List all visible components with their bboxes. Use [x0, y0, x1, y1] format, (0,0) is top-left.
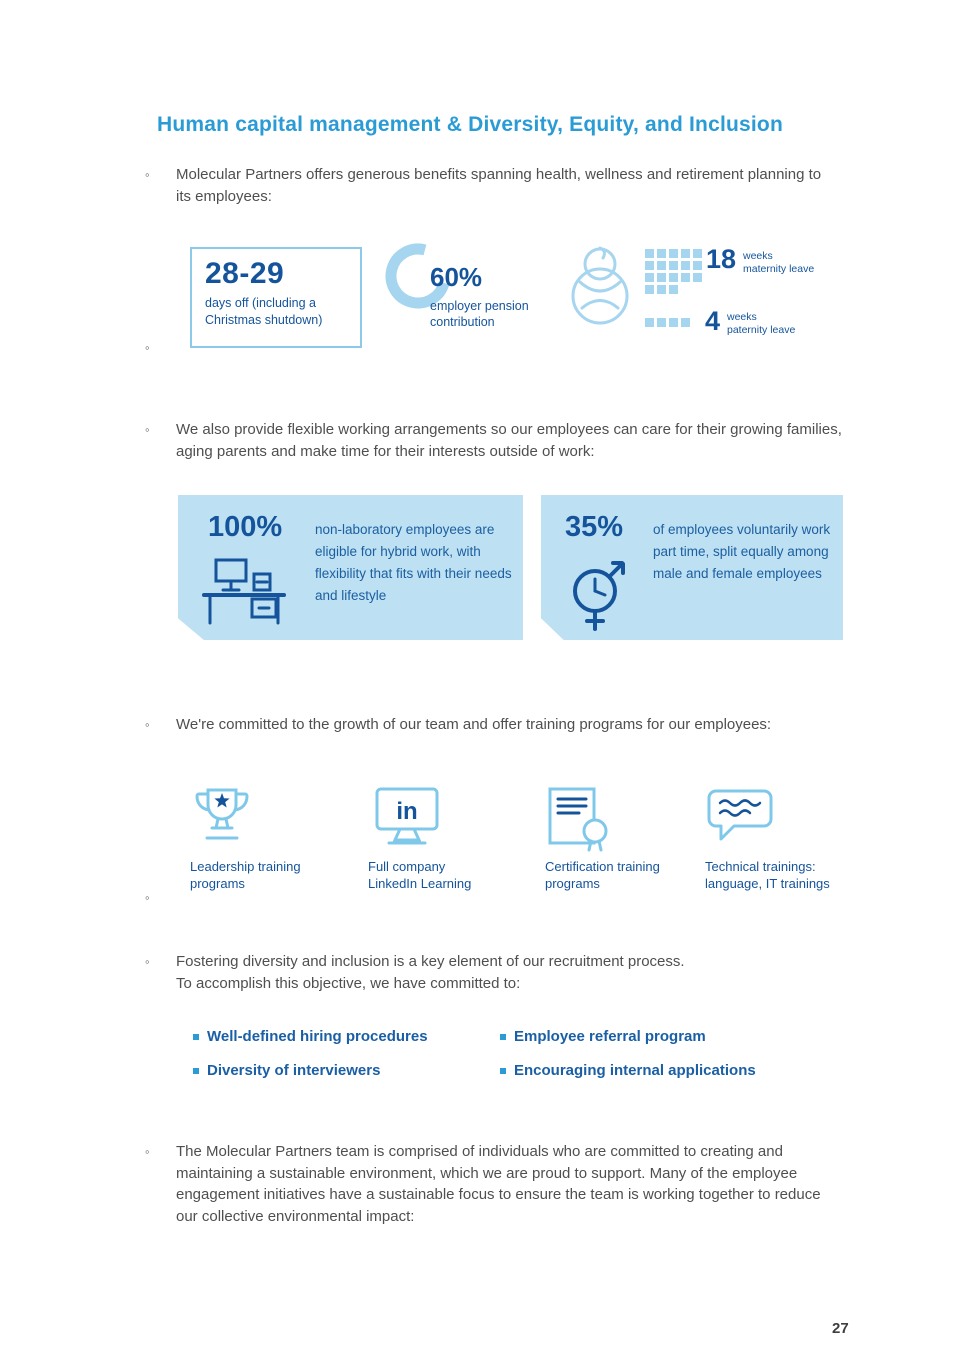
hybrid-work-card: 100% non-laboratory employees are eligib…: [178, 495, 523, 640]
bullet-marker: ◦: [145, 1144, 150, 1159]
commitment-text: Encouraging internal applications: [514, 1062, 756, 1079]
parttime-value: 35%: [565, 511, 624, 543]
commitment-internal-applications: Encouraging internal applications: [500, 1062, 756, 1079]
square-bullet-icon: [500, 1034, 506, 1040]
parttime-text: of employees voluntarily work part time,…: [653, 522, 831, 581]
desk-icon: [202, 558, 286, 625]
page-number: 27: [832, 1320, 849, 1337]
maternity-unit: weeks: [743, 250, 773, 262]
maternity-value: 18: [706, 244, 737, 274]
bullet-benefits-text: Molecular Partners offers generous benef…: [176, 166, 822, 205]
commitment-hiring-procedures: Well-defined hiring procedures: [193, 1028, 428, 1045]
certificate-icon: [548, 787, 608, 852]
bullet-sustainability-text: The Molecular Partners team is comprised…: [176, 1143, 821, 1225]
bullet-training: ◦ We're committed to the growth of our t…: [145, 714, 776, 736]
hybrid-value: 100%: [208, 511, 283, 543]
linkedin-monitor-icon: in: [375, 787, 439, 845]
bullet-marker: ◦: [145, 340, 150, 355]
days-off-card: 28-29 days off (including a Christmas sh…: [190, 247, 362, 348]
trophy-icon: [195, 788, 249, 840]
paternity-unit: weeks: [727, 311, 757, 323]
bullet-flexible: ◦ We also provide flexible working arran…: [145, 419, 854, 462]
bullet-flexible-text: We also provide flexible working arrange…: [176, 421, 842, 460]
training-label-linkedin: Full company LinkedIn Learning: [368, 859, 472, 891]
square-bullet-icon: [193, 1068, 199, 1074]
commitment-text: Well-defined hiring procedures: [207, 1028, 428, 1045]
maternity-weeks-grid-icon: [645, 249, 702, 294]
commitment-referral-program: Employee referral program: [500, 1028, 706, 1045]
bullet-marker: ◦: [145, 167, 150, 182]
maternity-label: maternity leave: [743, 263, 815, 275]
days-off-value: 28-29: [205, 257, 285, 290]
commitment-text: Diversity of interviewers: [207, 1062, 381, 1079]
parttime-card: 35% of employees voluntarily work part t…: [541, 495, 843, 640]
speech-bubble-icon: [707, 789, 773, 841]
square-bullet-icon: [500, 1068, 506, 1074]
page-title: Human capital management & Diversity, Eq…: [157, 113, 783, 136]
baby-icon: [571, 246, 629, 325]
training-label-certification: Certification training programs: [545, 859, 660, 891]
days-off-label: days off (including a Christmas shutdown…: [205, 296, 323, 327]
training-label-leadership: Leadership training programs: [190, 859, 301, 891]
paternity-value: 4: [705, 306, 721, 336]
commitment-diverse-interviewers: Diversity of interviewers: [193, 1062, 380, 1079]
pension-label: employer pension contribution: [430, 299, 529, 329]
bullet-marker: ◦: [145, 717, 150, 732]
bullet-diversity-line1: Fostering diversity and inclusion is a k…: [176, 953, 685, 970]
bullet-marker: ◦: [145, 954, 150, 969]
hybrid-text: non-laboratory employees are eligible fo…: [315, 522, 512, 603]
bullet-marker: ◦: [145, 890, 150, 905]
bullet-training-text: We're committed to the growth of our tea…: [176, 716, 772, 733]
commitment-text: Employee referral program: [514, 1028, 706, 1045]
clock-gender-icon: [573, 561, 625, 631]
square-bullet-icon: [193, 1034, 199, 1040]
bullet-sustainability: ◦ The Molecular Partners team is compris…: [145, 1141, 838, 1227]
bullet-diversity: ◦ Fostering diversity and inclusion is a…: [145, 951, 685, 994]
pension-donut-icon: [385, 243, 451, 309]
bullet-diversity-line2: To accomplish this objective, we have co…: [176, 974, 521, 992]
training-label-technical: Technical trainings: language, IT traini…: [705, 859, 830, 891]
paternity-weeks-row-icon: [645, 318, 690, 327]
bullet-marker: ◦: [145, 422, 150, 437]
pension-value: 60%: [430, 262, 483, 292]
linkedin-in-glyph: in: [396, 798, 417, 825]
bullet-benefits: ◦ Molecular Partners offers generous ben…: [145, 164, 836, 207]
paternity-label: paternity leave: [727, 324, 796, 336]
